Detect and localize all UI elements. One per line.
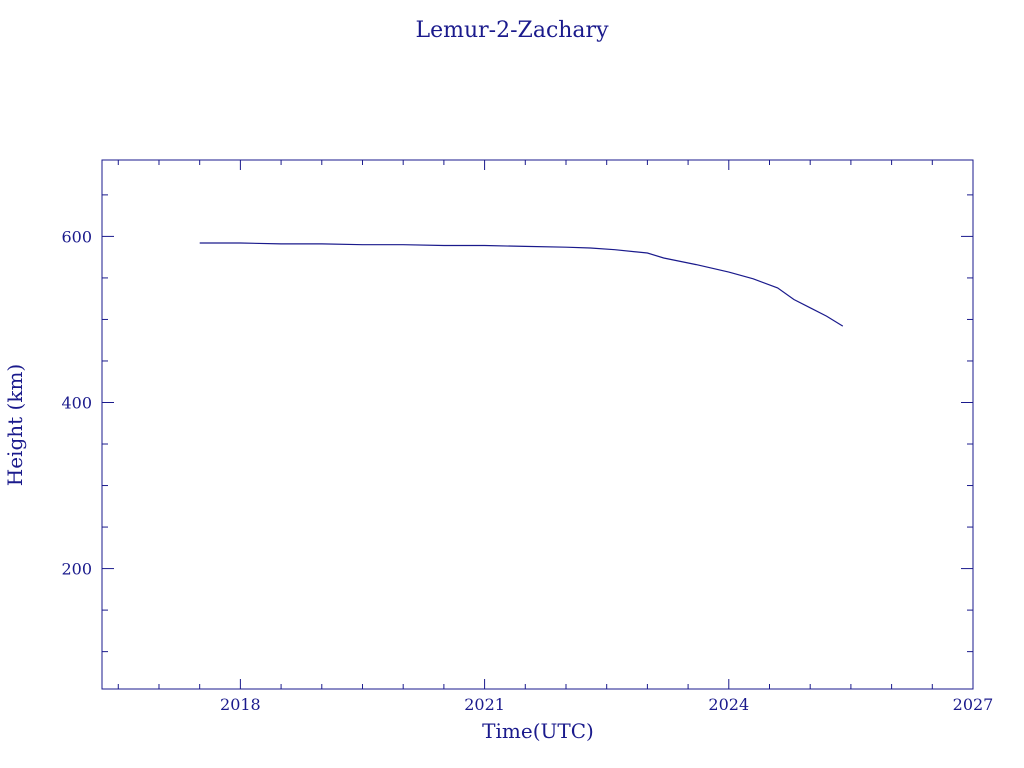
axis-ticks	[102, 160, 974, 689]
axis-tick-labels: 2018 2021 2024 2027 200 400 600	[61, 227, 993, 714]
y-tick-label: 200	[61, 560, 92, 579]
x-tick-label: 2018	[220, 695, 261, 714]
y-axis-label: Height (km)	[3, 364, 27, 486]
series-group	[199, 242, 844, 327]
series-line-0	[199, 242, 844, 327]
x-axis-label: Time(UTC)	[482, 719, 594, 743]
chart-title: Lemur-2-Zachary	[416, 18, 610, 43]
x-tick-label: 2021	[464, 695, 505, 714]
plot-frame	[101, 159, 974, 690]
y-tick-label: 600	[61, 227, 92, 246]
x-tick-label: 2024	[708, 695, 749, 714]
y-tick-label: 400	[61, 393, 92, 412]
x-tick-label: 2027	[953, 695, 994, 714]
